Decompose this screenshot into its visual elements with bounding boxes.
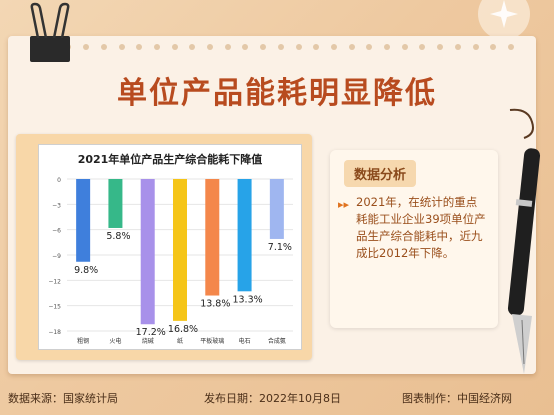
panel-body: 2021年，在统计的重点耗能工业企业39项单位产品生产综合能耗中，近九成比201… [356,195,486,260]
data-label: 13.8% [200,299,230,310]
data-label: 13.3% [232,294,262,305]
sparkle-decoration [478,0,530,40]
bar [76,179,91,262]
footer: 数据来源：国家统计局 发布日期：2022年10月8日 图表制作：中国经济网 [0,386,554,408]
data-label: 5.8% [106,231,130,242]
bar [269,179,284,239]
data-label: 16.8% [168,324,198,335]
binder-clip-icon [30,2,70,62]
data-label: 17.2% [136,327,166,338]
page-title: 单位产品能耗明显降低 [117,76,437,111]
footer-source: 数据来源：国家统计局 [8,392,118,405]
chart-area: 2021年单位产品生产综合能耗下降值 0 −3 −6 −9 −12 −15 −18 9.8% 粗… [38,144,302,350]
y-tick-label: −12 [48,278,61,285]
bar [173,179,187,321]
panel-heading: 数据分析 [344,160,417,187]
y-tick-label: −3 [52,202,61,209]
double-arrow-icon: ▸▸ [338,198,350,211]
bar [205,179,220,296]
category-label: 火电 [109,337,121,345]
chart-title: 2021年单位产品生产综合能耗下降值 [77,153,263,166]
y-tick-label: −15 [48,304,61,311]
chart-card: 2021年单位产品生产综合能耗下降值 0 −3 −6 −9 −12 −15 −18 9.8% 粗… [16,134,312,360]
footer-date: 发布日期：2022年10月8日 [204,392,341,405]
category-label: 合成氨 [268,337,286,345]
y-tick-label: −6 [52,228,61,235]
y-tick-label: −9 [52,253,61,260]
category-label: 平板玻璃 [200,337,224,345]
binder-holes [30,44,514,54]
bar [237,179,252,292]
fountain-pen-icon [507,108,541,374]
y-tick-label: 0 [57,177,61,184]
category-label: 纸 [177,337,183,345]
category-label: 电石 [239,337,251,345]
analysis-panel: 数据分析 ▸▸ 2021年，在统计的重点耗能工业企业39项单位产品生产综合能耗中… [330,150,498,328]
bar [108,179,123,228]
y-tick-label: −18 [48,329,61,336]
footer-credit: 图表制作：中国经济网 [402,392,512,405]
bar-chart: 0 −3 −6 −9 −12 −15 −18 9.8% 粗钢 5.8% 火电 17.2%烧碱 16.8%… [48,177,293,345]
bar [140,179,155,325]
data-label: 9.8% [74,265,98,276]
data-label: 7.1% [268,242,292,253]
category-label: 粗钢 [77,337,89,345]
category-label: 烧碱 [142,337,154,345]
